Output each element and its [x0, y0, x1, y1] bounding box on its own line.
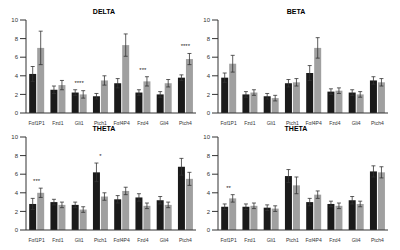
svg-text:Ptch1: Ptch1	[94, 237, 107, 242]
svg-text:Fzd1: Fzd1	[52, 237, 63, 242]
html-text:THETA: THETA	[92, 125, 116, 132]
svg-text:8: 8	[207, 36, 211, 42]
svg-text:Fzd4: Fzd4	[137, 237, 148, 242]
svg-text:2: 2	[15, 92, 19, 98]
html-text:THETA: THETA	[284, 125, 308, 132]
svg-text:4: 4	[15, 73, 19, 79]
svg-text:0: 0	[207, 227, 211, 233]
svg-text:Ptch1: Ptch1	[286, 120, 299, 125]
svg-text:Fzd4: Fzd4	[329, 120, 340, 125]
svg-text:Ptch1: Ptch1	[286, 237, 299, 242]
svg-text:0: 0	[15, 110, 19, 116]
svg-text:0: 0	[207, 110, 211, 116]
svg-text:Fgf1P1: Fgf1P1	[221, 120, 237, 125]
svg-text:6: 6	[15, 171, 19, 177]
svg-text:Gli4: Gli4	[352, 120, 361, 125]
svg-text:Ptch4: Ptch4	[179, 237, 192, 242]
svg-text:***: ***	[139, 67, 147, 73]
svg-text:8: 8	[15, 153, 19, 159]
svg-text:Ptch4: Ptch4	[179, 120, 192, 125]
svg-text:Fgf4P4: Fgf4P4	[114, 120, 130, 125]
svg-text:2: 2	[207, 92, 211, 98]
svg-text:2: 2	[15, 209, 19, 215]
svg-text:10: 10	[203, 134, 210, 140]
svg-text:6: 6	[15, 54, 19, 60]
svg-text:Gli1: Gli1	[267, 120, 276, 125]
svg-text:**: **	[226, 185, 231, 191]
svg-text:Gli4: Gli4	[352, 237, 361, 242]
svg-text:2: 2	[207, 209, 211, 215]
svg-text:Fgf4P4: Fgf4P4	[306, 237, 322, 242]
svg-text:Ptch4: Ptch4	[371, 120, 384, 125]
svg-text:*: *	[99, 153, 102, 159]
svg-text:0: 0	[15, 227, 19, 233]
svg-text:Gli4: Gli4	[160, 120, 169, 125]
svg-text:Fgf1P1: Fgf1P1	[29, 237, 45, 242]
svg-text:Ptch1: Ptch1	[94, 120, 107, 125]
html-text:DELTA: DELTA	[92, 8, 116, 15]
svg-text:Fzd1: Fzd1	[52, 120, 63, 125]
svg-text:10: 10	[203, 17, 210, 23]
svg-text:Gli4: Gli4	[160, 237, 169, 242]
html-text:BETA: BETA	[286, 8, 306, 15]
svg-text:6: 6	[207, 171, 211, 177]
svg-text:***: ***	[33, 178, 41, 184]
svg-text:Fzd1: Fzd1	[244, 120, 255, 125]
svg-text:Ptch4: Ptch4	[371, 237, 384, 242]
svg-text:Gli1: Gli1	[75, 237, 84, 242]
svg-text:Fzd1: Fzd1	[244, 237, 255, 242]
svg-text:Fgf4P4: Fgf4P4	[114, 237, 130, 242]
svg-text:Fgf1P1: Fgf1P1	[221, 237, 237, 242]
svg-text:8: 8	[15, 36, 19, 42]
svg-text:****: ****	[181, 43, 191, 49]
svg-text:Gli1: Gli1	[75, 120, 84, 125]
svg-text:Fzd4: Fzd4	[329, 237, 340, 242]
svg-text:4: 4	[15, 190, 19, 196]
svg-text:Gli1: Gli1	[267, 237, 276, 242]
svg-text:4: 4	[207, 73, 211, 79]
svg-text:10: 10	[11, 134, 18, 140]
svg-text:8: 8	[207, 153, 211, 159]
svg-text:Fzd4: Fzd4	[137, 120, 148, 125]
svg-text:****: ****	[74, 80, 84, 86]
svg-text:6: 6	[207, 54, 211, 60]
svg-text:Fgf4P4: Fgf4P4	[306, 120, 322, 125]
svg-text:Fgf1P1: Fgf1P1	[29, 120, 45, 125]
svg-text:10: 10	[11, 17, 18, 23]
svg-text:4: 4	[207, 190, 211, 196]
